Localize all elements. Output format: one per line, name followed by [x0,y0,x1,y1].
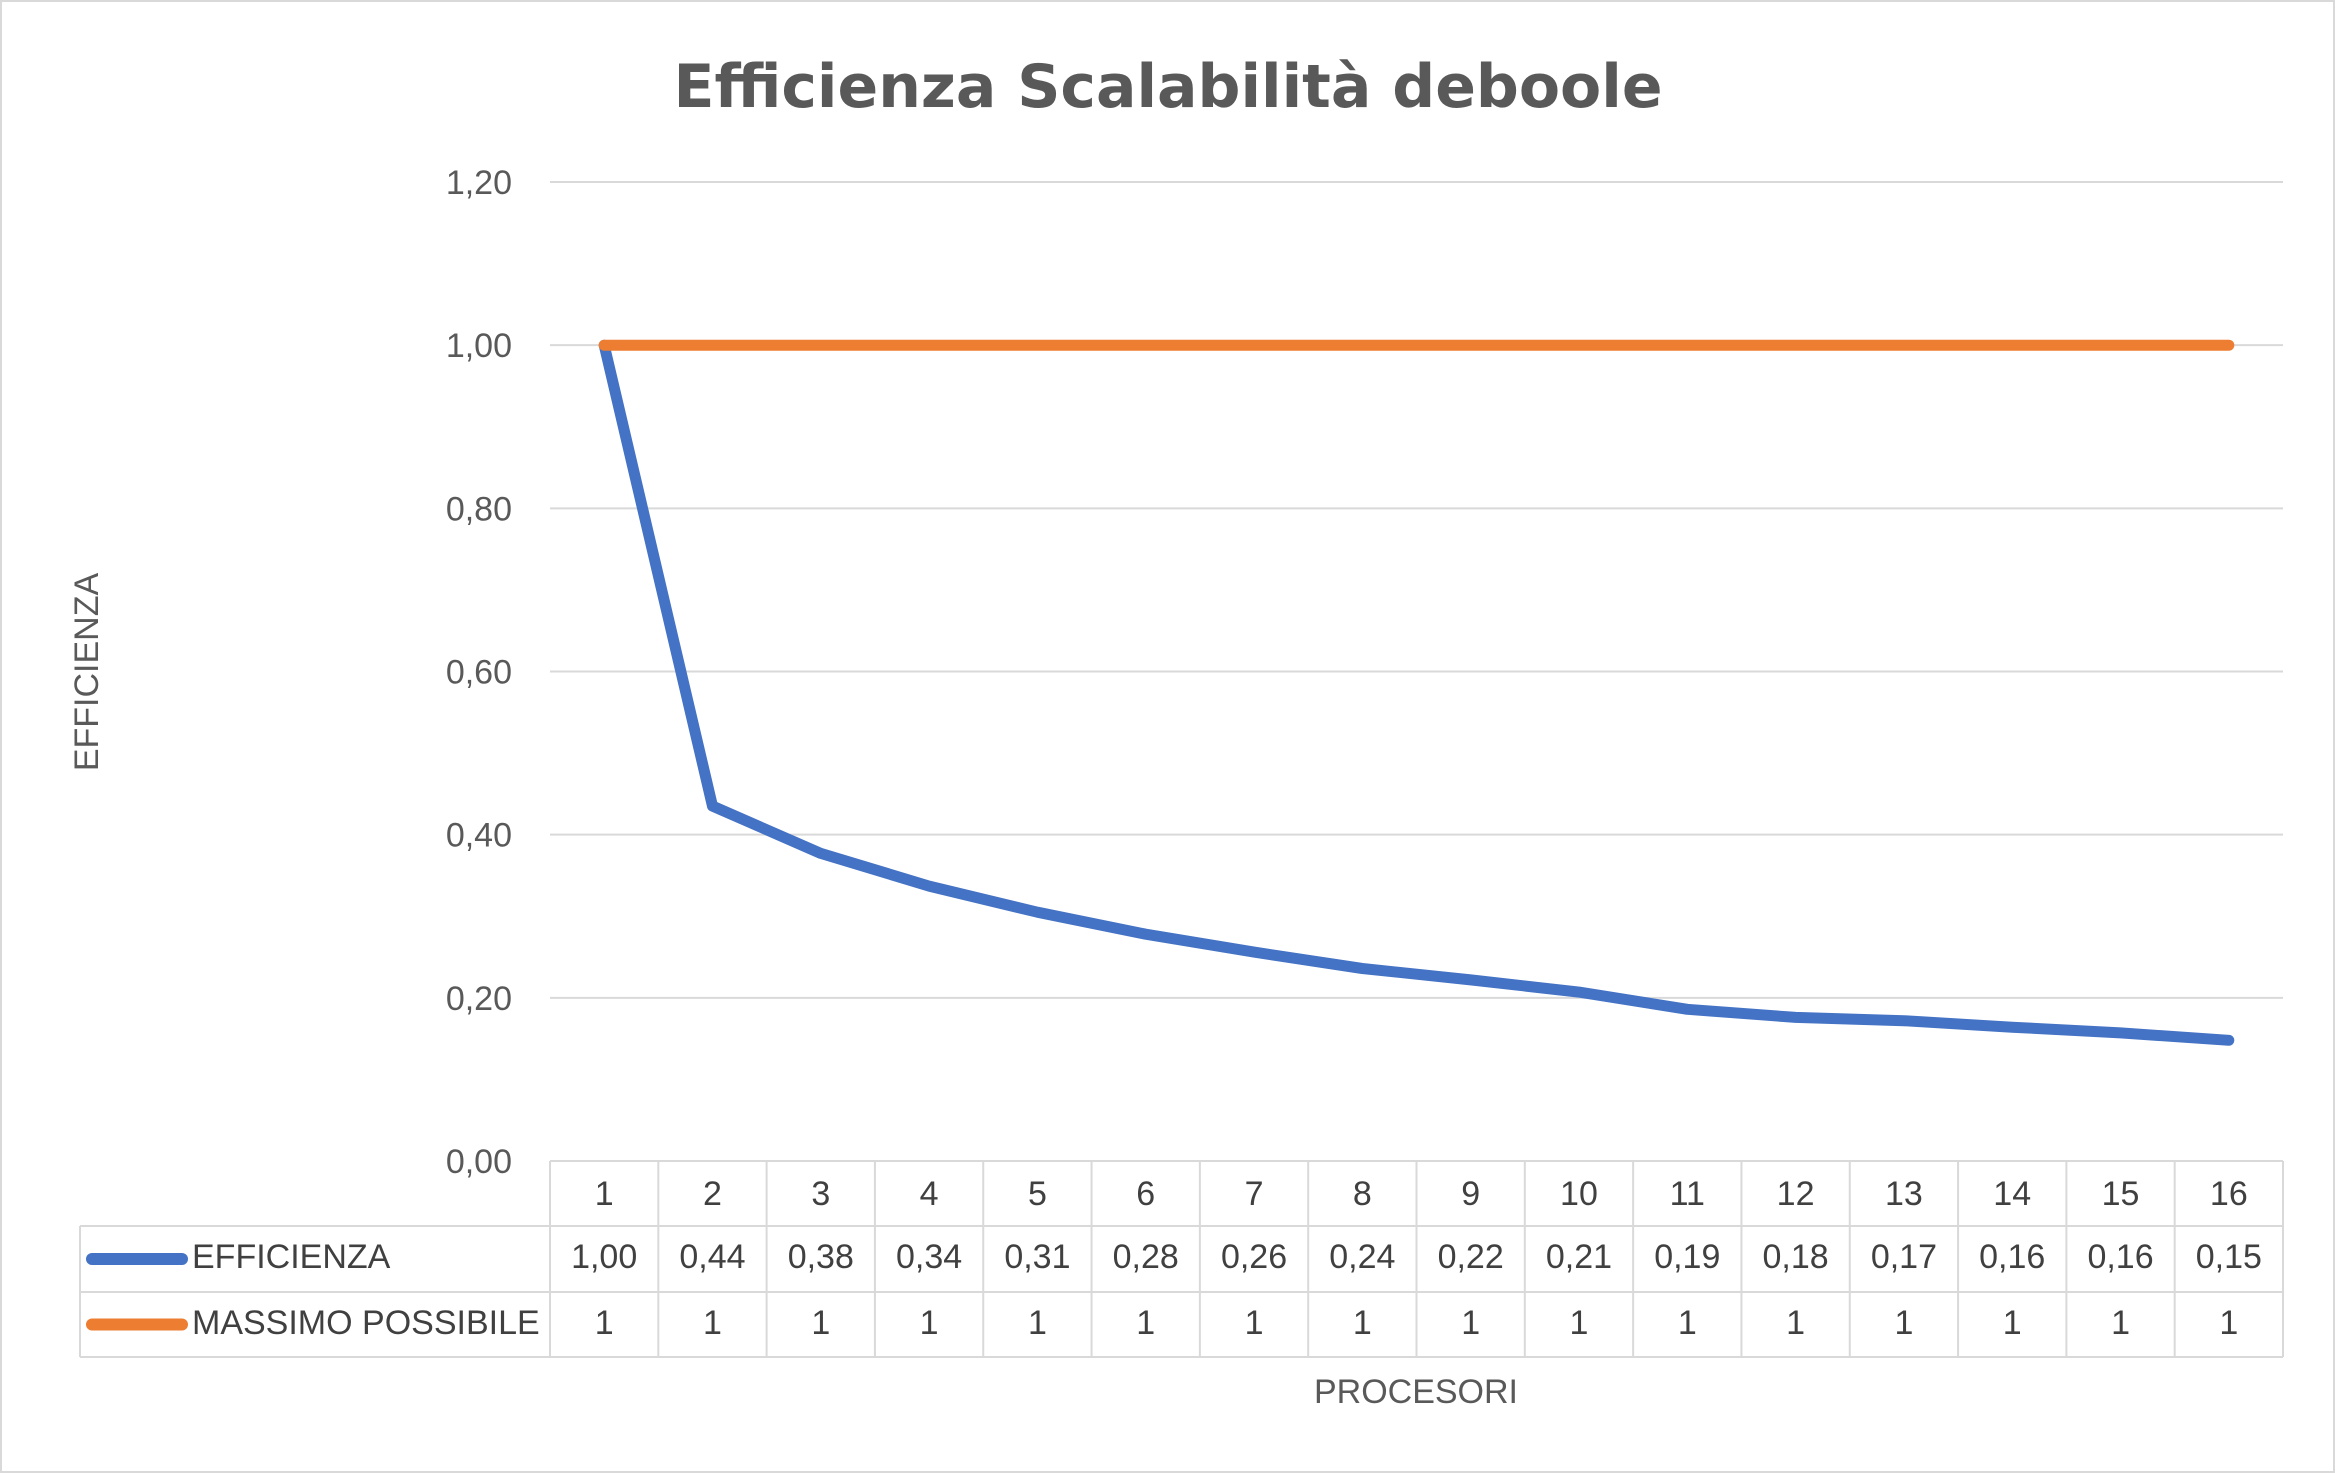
y-tick-label: 1,00 [446,327,512,365]
data-label: 1 [1894,1304,1913,1342]
data-label: 1 [1461,1304,1480,1342]
data-label: 0,19 [1654,1238,1720,1276]
y-axis: 0,00 0,20 0,40 0,60 0,80 1,00 1,20 [446,164,512,1181]
x-tick-label: 12 [1777,1175,1815,1213]
x-tick-label: 10 [1560,1175,1598,1213]
y-tick-label: 0,80 [446,490,512,528]
data-label: 1 [1136,1304,1155,1342]
data-label: 0,34 [896,1238,962,1276]
data-label: 0,21 [1546,1238,1612,1276]
data-label: 1 [2111,1304,2130,1342]
x-tick-label: 9 [1461,1175,1480,1213]
x-tick-label: 14 [1993,1175,2031,1213]
x-tick-label: 16 [2210,1175,2248,1213]
x-tick-label: 5 [1028,1175,1047,1213]
y-tick-label: 0,60 [446,654,512,692]
data-label: 0,22 [1438,1238,1504,1276]
data-label: 1 [1353,1304,1372,1342]
data-label: 1 [703,1304,722,1342]
x-tick-label: 3 [811,1175,830,1213]
y-axis-label: EFFICIENZA [68,573,106,772]
data-label: 1 [1028,1304,1047,1342]
x-tick-label: 6 [1136,1175,1155,1213]
data-label: 0,31 [1004,1238,1070,1276]
x-tick-label: 2 [703,1175,722,1213]
data-label: 0,44 [679,1238,745,1276]
x-axis-label: PROCESORI [1314,1373,1518,1411]
series-line-efficienza [598,339,2235,1046]
y-tick-label: 0,20 [446,980,512,1018]
y-tick-label: 0,00 [446,1143,512,1181]
chart-title: Efficienza Scalabilità deboole [673,52,1662,122]
data-label: 0,16 [1979,1238,2045,1276]
x-tick-label: 4 [920,1175,939,1213]
data-label: 1 [2003,1304,2022,1342]
x-tick-label: 1 [595,1175,614,1213]
x-tick-label: 13 [1885,1175,1923,1213]
data-label: 1 [1678,1304,1697,1342]
data-label: 0,15 [2196,1238,2262,1276]
data-label: 1 [1245,1304,1264,1342]
x-tick-label: 15 [2102,1175,2140,1213]
data-label: 0,17 [1871,1238,1937,1276]
y-tick-label: 0,40 [446,817,512,855]
data-label: 0,28 [1113,1238,1179,1276]
legend-label: MASSIMO POSSIBILE [192,1304,540,1342]
x-tick-label: 8 [1353,1175,1372,1213]
data-label: 0,26 [1221,1238,1287,1276]
data-label: 1 [811,1304,830,1342]
x-tick-label: 11 [1670,1175,1705,1213]
data-label: 1 [920,1304,939,1342]
data-label: 1 [1786,1304,1805,1342]
data-label: 1 [595,1304,614,1342]
data-label: 0,24 [1329,1238,1395,1276]
x-tick-label: 7 [1245,1175,1264,1213]
data-label: 1 [1570,1304,1589,1342]
series-lines [598,339,2235,1046]
data-label: 0,18 [1763,1238,1829,1276]
data-label: 1,00 [571,1238,637,1276]
data-label: 0,38 [788,1238,854,1276]
legend-label: EFFICIENZA [192,1238,391,1276]
y-tick-label: 1,20 [446,164,512,202]
data-label: 0,16 [2087,1238,2153,1276]
data-label: 1 [2219,1304,2238,1342]
